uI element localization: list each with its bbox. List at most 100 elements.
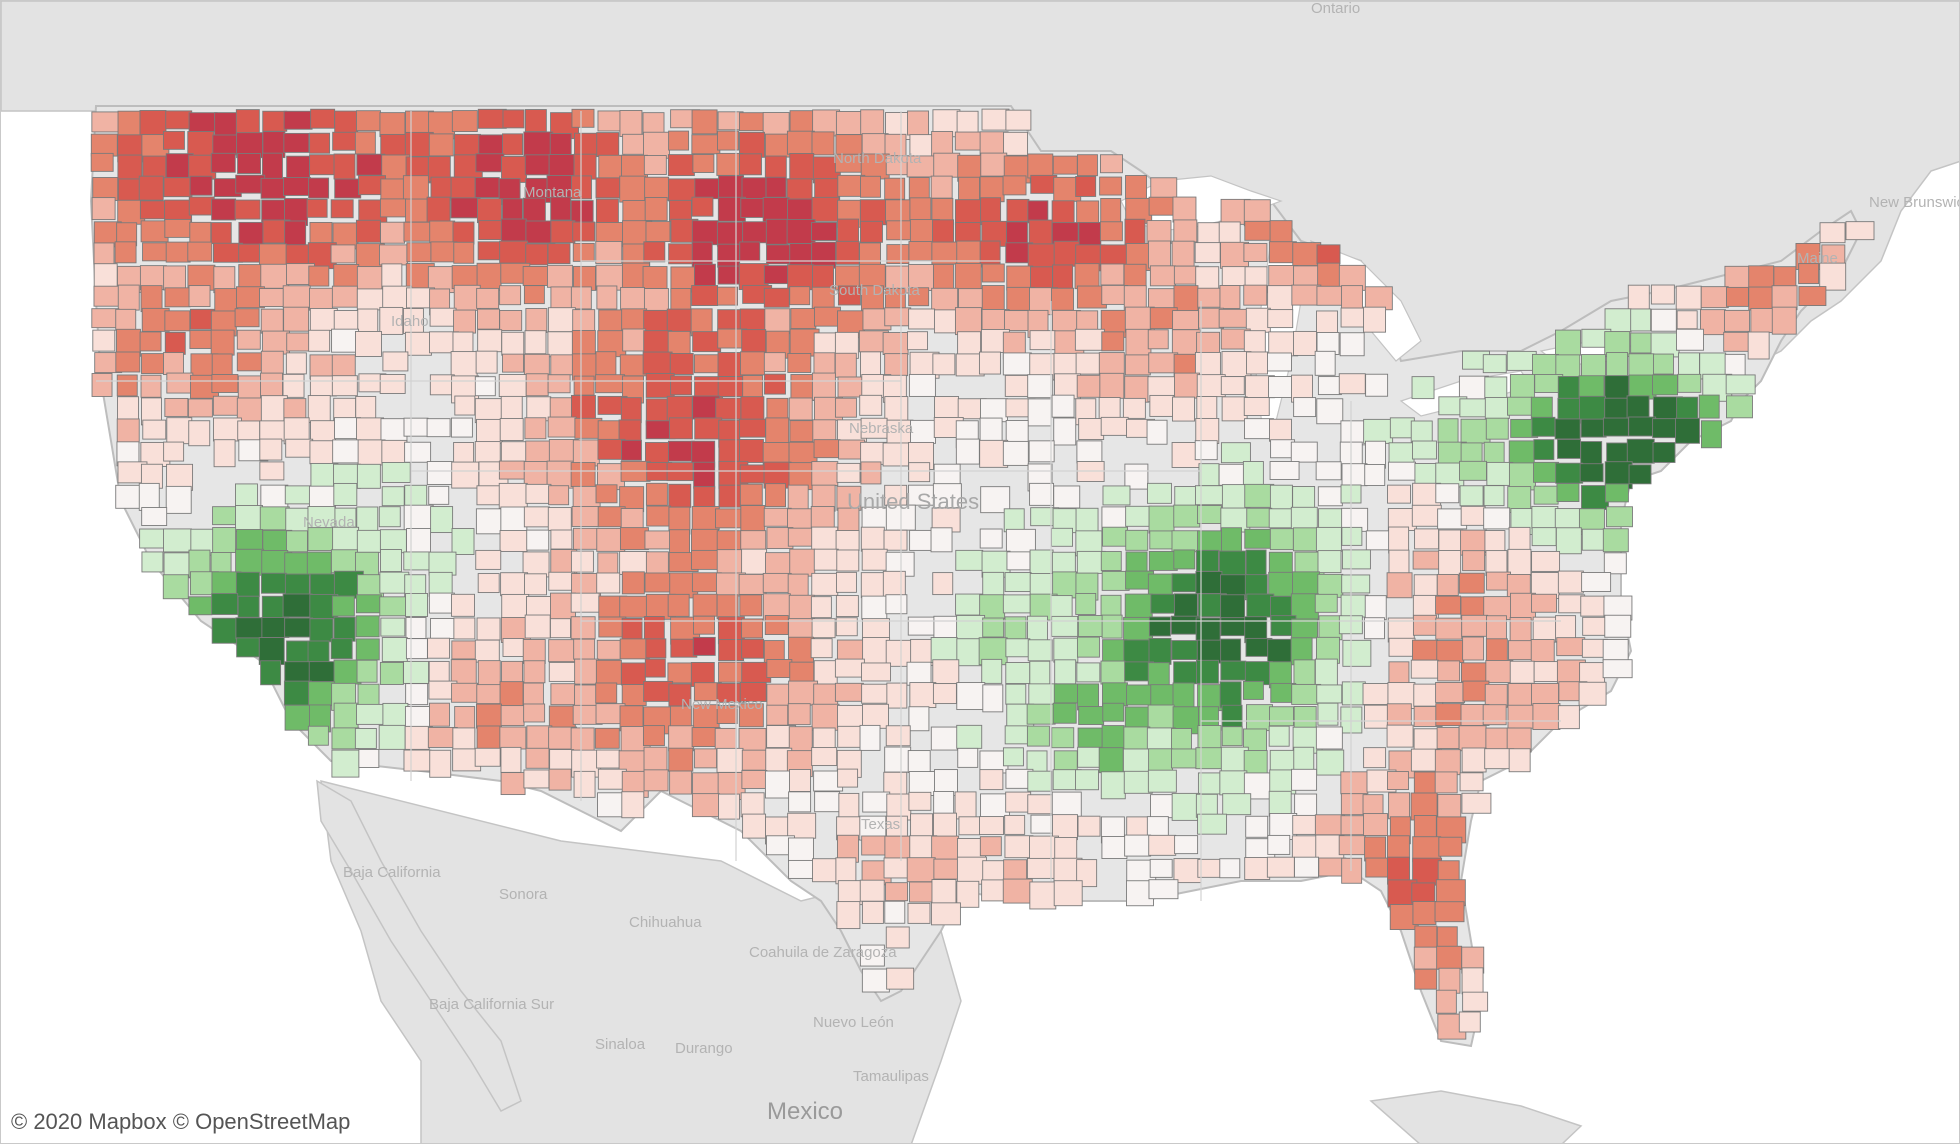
map-attribution[interactable]: © 2020 Mapbox © OpenStreetMap	[11, 1109, 351, 1134]
county-region[interactable]	[308, 681, 336, 707]
county-region[interactable]	[356, 529, 384, 553]
county-region[interactable]	[1362, 683, 1391, 705]
county-region[interactable]	[621, 308, 648, 332]
county-region[interactable]	[765, 176, 787, 198]
county-region[interactable]	[1531, 593, 1558, 613]
county-region[interactable]	[1146, 419, 1168, 445]
county-region[interactable]	[620, 662, 646, 686]
county-region[interactable]	[669, 353, 694, 375]
county-region[interactable]	[141, 551, 164, 573]
county-region[interactable]	[718, 793, 740, 820]
county-region[interactable]	[378, 724, 406, 750]
county-region[interactable]	[1317, 550, 1342, 574]
county-region[interactable]	[1435, 703, 1465, 727]
county-region[interactable]	[765, 417, 790, 446]
county-region[interactable]	[1482, 354, 1507, 374]
county-region[interactable]	[1149, 858, 1173, 878]
county-region[interactable]	[477, 573, 500, 594]
county-region[interactable]	[355, 219, 381, 243]
county-region[interactable]	[453, 309, 477, 334]
county-region[interactable]	[1246, 507, 1273, 528]
county-region[interactable]	[308, 177, 330, 199]
county-region[interactable]	[235, 174, 266, 194]
county-region[interactable]	[213, 242, 243, 263]
county-region[interactable]	[164, 310, 191, 332]
county-region[interactable]	[523, 506, 550, 528]
county-region[interactable]	[331, 328, 360, 353]
county-region[interactable]	[1459, 485, 1484, 507]
county-region[interactable]	[596, 132, 620, 158]
county-region[interactable]	[1173, 549, 1196, 570]
county-region[interactable]	[1580, 441, 1603, 466]
county-region[interactable]	[355, 638, 380, 661]
county-region[interactable]	[1194, 485, 1225, 506]
county-region[interactable]	[405, 638, 428, 660]
county-region[interactable]	[884, 307, 912, 327]
county-region[interactable]	[1292, 571, 1320, 597]
county-region[interactable]	[1341, 681, 1366, 706]
county-region[interactable]	[330, 244, 356, 264]
county-region[interactable]	[932, 659, 960, 685]
county-region[interactable]	[355, 615, 380, 638]
county-region[interactable]	[595, 374, 626, 394]
county-region[interactable]	[1171, 530, 1200, 553]
county-region[interactable]	[1269, 528, 1294, 551]
county-region[interactable]	[1051, 727, 1075, 749]
county-region[interactable]	[1173, 593, 1198, 618]
county-region[interactable]	[1459, 772, 1484, 792]
county-region[interactable]	[1507, 548, 1532, 576]
county-region[interactable]	[834, 658, 865, 678]
county-region[interactable]	[1438, 967, 1461, 994]
county-region[interactable]	[1101, 331, 1125, 352]
county-region[interactable]	[861, 662, 892, 682]
county-region[interactable]	[789, 286, 811, 306]
county-region[interactable]	[213, 439, 236, 468]
county-region[interactable]	[525, 243, 549, 266]
county-region[interactable]	[236, 352, 263, 372]
county-region[interactable]	[1412, 550, 1440, 570]
county-region[interactable]	[787, 837, 814, 862]
county-region[interactable]	[1507, 396, 1532, 416]
county-region[interactable]	[499, 285, 522, 306]
county-region[interactable]	[450, 417, 473, 438]
county-region[interactable]	[1461, 792, 1492, 814]
county-region[interactable]	[381, 462, 411, 483]
county-region[interactable]	[403, 417, 429, 437]
county-region[interactable]	[164, 331, 186, 355]
county-region[interactable]	[885, 199, 914, 224]
county-region[interactable]	[981, 108, 1010, 131]
county-region[interactable]	[621, 154, 648, 179]
county-region[interactable]	[907, 750, 931, 774]
county-region[interactable]	[837, 285, 861, 306]
county-region[interactable]	[212, 417, 242, 442]
county-region[interactable]	[1028, 683, 1058, 707]
county-region[interactable]	[500, 506, 528, 535]
county-region[interactable]	[766, 659, 793, 678]
county-region[interactable]	[402, 175, 429, 201]
county-region[interactable]	[428, 133, 454, 157]
county-region[interactable]	[1458, 375, 1489, 400]
county-region[interactable]	[1413, 771, 1438, 794]
county-region[interactable]	[1483, 485, 1505, 507]
county-region[interactable]	[90, 152, 114, 172]
county-region[interactable]	[859, 394, 883, 416]
county-region[interactable]	[957, 331, 982, 358]
county-region[interactable]	[741, 661, 772, 683]
county-region[interactable]	[307, 527, 335, 552]
county-region[interactable]	[570, 550, 594, 573]
county-region[interactable]	[642, 725, 665, 747]
county-region[interactable]	[883, 857, 910, 879]
county-region[interactable]	[282, 373, 305, 398]
county-region[interactable]	[619, 110, 643, 137]
county-region[interactable]	[931, 835, 960, 863]
county-region[interactable]	[235, 548, 265, 576]
county-region[interactable]	[262, 330, 291, 355]
county-region[interactable]	[331, 727, 360, 750]
county-region[interactable]	[980, 793, 1011, 818]
county-region[interactable]	[474, 639, 500, 663]
county-region[interactable]	[909, 682, 937, 709]
county-region[interactable]	[859, 724, 881, 751]
county-region[interactable]	[212, 506, 239, 526]
county-region[interactable]	[235, 109, 260, 137]
county-region[interactable]	[381, 486, 405, 507]
